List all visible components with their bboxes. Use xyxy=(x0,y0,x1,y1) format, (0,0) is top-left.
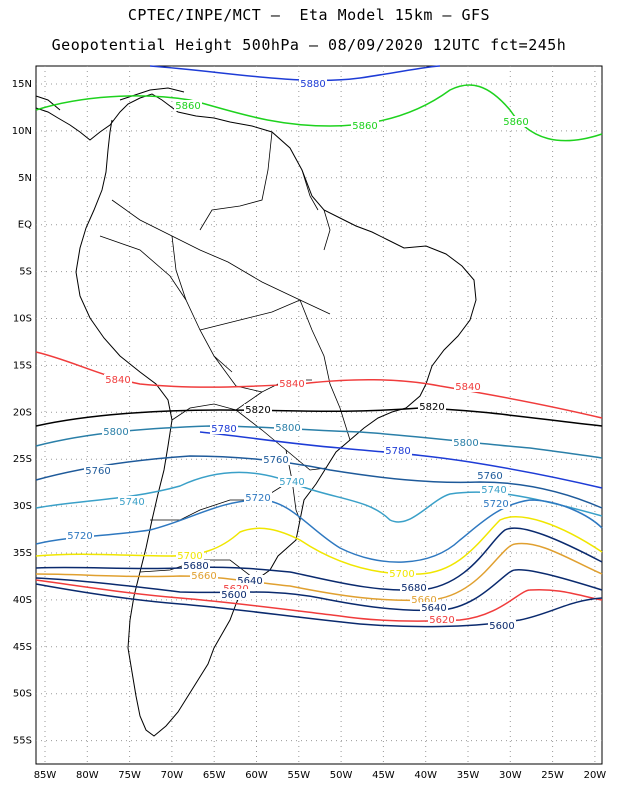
contour-5820 xyxy=(35,407,603,427)
contour-label-5680: 5680 xyxy=(401,583,426,594)
contour-5800 xyxy=(35,425,603,459)
lat-label: 10N xyxy=(12,126,32,137)
contour-label-5760: 5760 xyxy=(85,466,110,477)
lat-label: EQ xyxy=(18,220,32,231)
lat-label: 15N xyxy=(12,79,32,90)
lat-label: 55S xyxy=(13,736,32,747)
lon-label: 30W xyxy=(499,770,522,781)
contour-label-5740: 5740 xyxy=(279,477,304,488)
contour-5720 xyxy=(35,499,603,563)
lon-label: 40W xyxy=(414,770,437,781)
lon-label: 70W xyxy=(161,770,184,781)
caribbean-coast xyxy=(35,87,185,111)
contour-label-5800: 5800 xyxy=(275,423,300,434)
south-america-coast xyxy=(35,93,477,737)
contour-label-5840: 5840 xyxy=(279,379,304,390)
contour-label-5840: 5840 xyxy=(455,382,480,393)
lat-label: 50S xyxy=(13,689,32,700)
lat-label: 30S xyxy=(13,501,32,512)
latitude-labels: 15N 10N 5N EQ 5S 10S 15S 20S 25S 30S 35S 40S 45S 50S 5… xyxy=(12,79,32,747)
lat-label: 40S xyxy=(13,595,32,606)
contour-5760 xyxy=(35,455,603,509)
contour-labels: 5880 5860 5860 5860 5840 5840 5840 5820 5820 5800… xyxy=(66,78,530,632)
contour-label-5600: 5600 xyxy=(221,590,246,601)
lon-label: 75W xyxy=(118,770,141,781)
map-frame xyxy=(35,65,603,765)
contour-label-5760: 5760 xyxy=(477,471,502,482)
contour-label-5860: 5860 xyxy=(175,101,200,112)
lat-label: 5S xyxy=(19,267,32,278)
contour-label-5700: 5700 xyxy=(389,569,414,580)
contour-label-5740: 5740 xyxy=(481,485,506,496)
contour-label-5800: 5800 xyxy=(453,438,478,449)
lat-label: 20S xyxy=(13,407,32,418)
lat-label: 45S xyxy=(13,642,32,653)
contour-label-5760: 5760 xyxy=(263,455,288,466)
coastlines xyxy=(35,87,477,737)
lon-label: 55W xyxy=(287,770,310,781)
map-title: CPTEC/INPE/MCT – Eta Model 15km – GFS xyxy=(127,6,491,24)
contour-label-5680: 5680 xyxy=(183,561,208,572)
contour-label-5820: 5820 xyxy=(419,402,444,413)
contour-label-5840: 5840 xyxy=(105,375,130,386)
lat-label: 5N xyxy=(18,173,32,184)
contour-5600 xyxy=(35,583,603,628)
lon-label: 20W xyxy=(584,770,607,781)
contour-label-5640: 5640 xyxy=(421,603,446,614)
contour-label-5620: 5620 xyxy=(429,615,454,626)
longitude-labels: 85W 80W 75W 70W 65W 60W 55W 50W 45W 40W 35W 30W 25W 2… xyxy=(34,770,607,781)
contour-label-5600: 5600 xyxy=(489,621,514,632)
contour-5740 xyxy=(35,471,603,523)
contour-label-5720: 5720 xyxy=(245,493,270,504)
contour-5640 xyxy=(35,569,603,612)
lat-label: 10S xyxy=(13,314,32,325)
contour-label-5800: 5800 xyxy=(103,427,128,438)
contour-label-5700: 5700 xyxy=(177,551,202,562)
contour-label-5640: 5640 xyxy=(237,576,262,587)
contour-label-5720: 5720 xyxy=(67,531,92,542)
lon-label: 35W xyxy=(457,770,480,781)
contour-label-5660: 5660 xyxy=(191,571,216,582)
contour-label-5860: 5860 xyxy=(352,121,377,132)
contour-label-5660: 5660 xyxy=(411,595,436,606)
lon-label: 80W xyxy=(76,770,99,781)
contour-5880 xyxy=(149,65,441,82)
contour-label-5820: 5820 xyxy=(245,405,270,416)
contour-5660 xyxy=(35,542,603,602)
contour-5700 xyxy=(35,516,603,575)
lat-label: 15S xyxy=(13,360,32,371)
contour-5680 xyxy=(35,527,603,591)
contour-label-5880: 5880 xyxy=(300,79,325,90)
lon-label: 60W xyxy=(245,770,268,781)
contour-label-5780: 5780 xyxy=(211,424,236,435)
lat-label: 35S xyxy=(13,548,32,559)
contour-label-5720: 5720 xyxy=(483,499,508,510)
map-subtitle: Geopotential Height 500hPa – 08/09/2020 … xyxy=(51,36,567,54)
lat-label: 25S xyxy=(13,454,32,465)
lon-label: 65W xyxy=(203,770,226,781)
lon-label: 25W xyxy=(541,770,564,781)
lon-label: 50W xyxy=(330,770,353,781)
lon-label: 85W xyxy=(34,770,57,781)
contour-5620 xyxy=(35,579,603,622)
contour-label-5780: 5780 xyxy=(385,446,410,457)
contour-label-5740: 5740 xyxy=(119,497,144,508)
contour-label-5860: 5860 xyxy=(503,117,528,128)
lon-label: 45W xyxy=(372,770,395,781)
